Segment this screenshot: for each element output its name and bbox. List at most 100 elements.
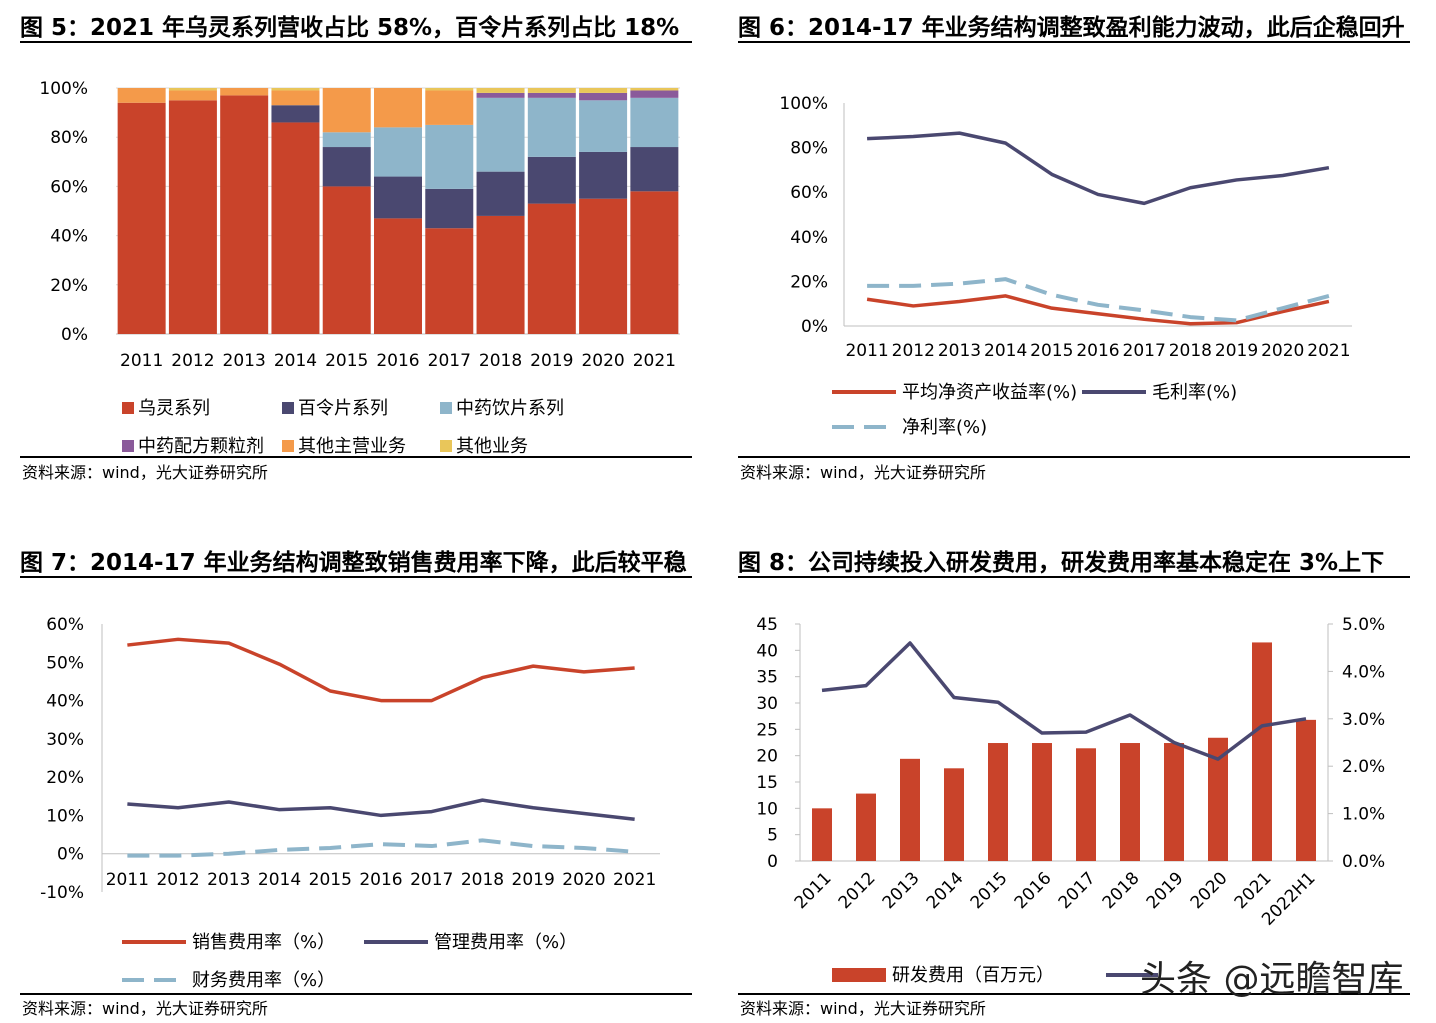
- y-tick-label-left: 10: [756, 799, 778, 819]
- source-note: 资料来源：wind，光大证券研究所: [740, 463, 986, 482]
- x-tick-label: 2014: [274, 351, 317, 371]
- legend-item-swatch: [440, 402, 452, 414]
- y-tick-label: 60%: [50, 177, 88, 197]
- y-tick-label-left: 20: [756, 747, 778, 767]
- x-tick-label: 2013: [879, 868, 924, 913]
- rd-bar: [1120, 743, 1140, 861]
- bar-segment: [579, 100, 628, 152]
- bar-segment: [476, 171, 525, 216]
- bar-segment: [374, 127, 422, 177]
- source-rule: [738, 456, 1410, 458]
- bar-segment: [168, 100, 217, 334]
- source-note: 资料来源：wind，光大证券研究所: [740, 999, 986, 1018]
- bar-segment: [527, 203, 576, 334]
- series-line: [127, 637, 635, 703]
- y-tick-label: 60%: [790, 183, 828, 203]
- series-line: [867, 277, 1330, 323]
- y-tick-label: 40%: [50, 227, 88, 247]
- y-tick-label-left: 25: [756, 720, 778, 740]
- bar-segment: [168, 90, 217, 101]
- rd-bar: [944, 768, 964, 861]
- bar-segment: [322, 132, 371, 148]
- x-tick-label: 2020: [1187, 868, 1232, 913]
- bar-segment: [630, 147, 679, 192]
- bar-segment: [322, 88, 371, 133]
- x-tick-label: 2016: [1076, 341, 1119, 361]
- x-tick-label: 2019: [530, 351, 573, 371]
- x-tick-label: 2014: [984, 341, 1027, 361]
- bar-segment: [117, 88, 166, 103]
- x-tick-label: 2016: [1011, 868, 1056, 913]
- legend-item-label: 平均净资产收益率(%): [902, 382, 1077, 403]
- y-tick-label: 10%: [46, 806, 84, 826]
- bar-segment: [579, 92, 628, 101]
- x-tick-label: 2015: [325, 351, 368, 371]
- source-note: 资料来源：wind，光大证券研究所: [22, 999, 268, 1018]
- title-rule: [20, 41, 692, 43]
- chart-stacked-bar: 0% 20% 40% 60% 80% 100% 2011 2012 2013 2014 2015 20…: [39, 79, 680, 456]
- x-tick-label: 2011: [791, 868, 836, 913]
- bar-segment: [271, 90, 320, 106]
- x-tick-label: 2018: [461, 870, 504, 890]
- legend-item-label: 研发费用（百万元）: [892, 965, 1054, 986]
- watermark-text: 头条 @远瞻智库: [1140, 959, 1404, 1000]
- x-tick-label: 2012: [156, 870, 199, 890]
- legend-item-swatch: [122, 440, 134, 452]
- y-tick-label: 80%: [50, 128, 88, 148]
- x-tick-label: 2017: [410, 870, 453, 890]
- x-tick-label: 2016: [376, 351, 419, 371]
- figure-title: 图 8：公司持续投入研发费用，研发费用率基本稳定在 3%上下: [738, 550, 1385, 576]
- bar-segment: [630, 90, 679, 98]
- y-tick-label-right: 2.0%: [1342, 757, 1385, 777]
- bar-segment: [527, 88, 576, 93]
- y-tick-label: 20%: [50, 276, 88, 296]
- rd-bar: [1032, 743, 1052, 861]
- x-tick-label: 2019: [512, 870, 555, 890]
- bar-segment: [630, 97, 679, 148]
- chart-rd-combo: 0 5 10 15 20 25 30 35 40 45 0.0% 1.0% 2.0% 3.0% 4.0% 5.…: [756, 615, 1385, 986]
- rd-bar: [812, 808, 832, 861]
- legend-item-label: 乌灵系列: [138, 398, 210, 419]
- x-tick-label: 2011: [845, 341, 888, 361]
- legend-item-label: 销售费用率（%）: [192, 932, 335, 953]
- x-tick-label: 2021: [613, 870, 656, 890]
- y-tick-label: 100%: [779, 94, 828, 114]
- bar-segment: [425, 88, 474, 91]
- x-tick-label: 2019: [1215, 341, 1258, 361]
- y-tick-label: 40%: [46, 692, 84, 712]
- x-tick-label: 2020: [1261, 341, 1304, 361]
- panel-profitability: 图 6：2014-17 年业务结构调整致盈利能力波动，此后企稳回升 0% 20% 4…: [738, 8, 1410, 483]
- x-tick-label: 2013: [223, 351, 266, 371]
- x-tick-label: 2015: [1030, 341, 1073, 361]
- x-tick-label: 2012: [171, 351, 214, 371]
- legend-item-swatch: [122, 402, 134, 414]
- bar-segment: [476, 97, 525, 172]
- series-line: [127, 838, 635, 858]
- bar-segment: [220, 95, 269, 334]
- bar-segment: [322, 147, 371, 187]
- series-line: [866, 294, 1330, 326]
- bar-segment: [579, 198, 628, 334]
- y-tick-label: 30%: [46, 730, 84, 750]
- y-tick-label: 0%: [801, 317, 828, 337]
- x-tick-label: 2021: [1307, 341, 1350, 361]
- legend-item-swatch: [282, 402, 294, 414]
- legend-item-swatch: [440, 440, 452, 452]
- x-tick-label: 2021: [633, 351, 676, 371]
- x-tick-label: 2018: [1169, 341, 1212, 361]
- rd-bar: [1208, 737, 1228, 861]
- x-tick-label: 2014: [258, 870, 301, 890]
- bar-segment: [425, 228, 474, 334]
- source-note: 资料来源：wind，光大证券研究所: [22, 463, 268, 482]
- bar-segment: [271, 105, 320, 123]
- x-tick-label: 2017: [428, 351, 471, 371]
- series-line: [127, 798, 635, 821]
- bar-segment: [425, 124, 474, 189]
- y-tick-label: 80%: [790, 139, 828, 159]
- x-tick-label: 2018: [479, 351, 522, 371]
- y-tick-label: 0%: [61, 325, 88, 345]
- x-tick-label: 2013: [938, 341, 981, 361]
- bar-segment: [374, 88, 422, 128]
- x-tick-label: 2011: [120, 351, 163, 371]
- bar-segment: [579, 151, 628, 199]
